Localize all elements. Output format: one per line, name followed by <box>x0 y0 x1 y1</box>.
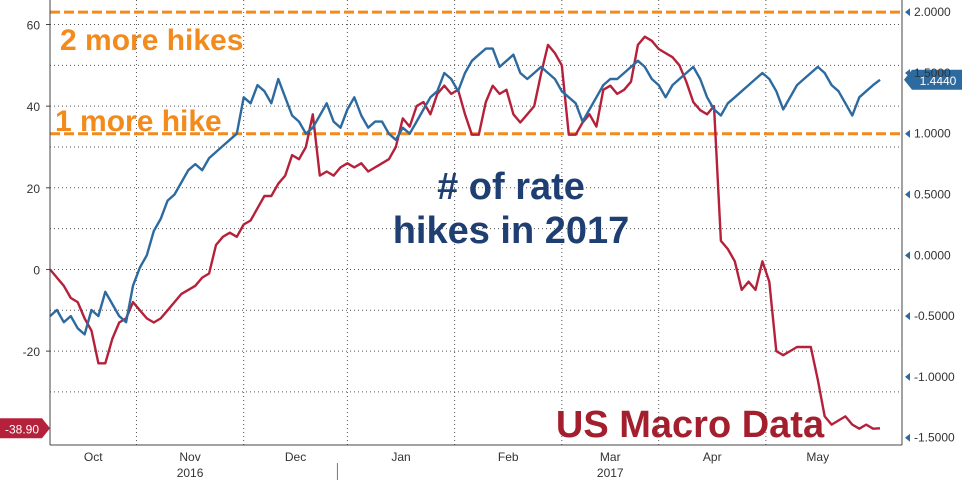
annotation-two-hikes: 2 more hikes <box>60 24 243 57</box>
series-line-2 <box>49 47 881 336</box>
right-tick-label: -1.5000 <box>914 431 955 445</box>
x-tick-label: Oct <box>84 450 103 464</box>
x-tick-label: Nov <box>179 450 200 464</box>
annotation-rate-hikes-line1: # of rate <box>437 166 585 208</box>
right-tick-marker <box>905 129 910 138</box>
right-tick-label: 0.0000 <box>914 248 951 262</box>
right-tick-label: 1.5000 <box>914 66 951 80</box>
right-tick-label: 2.0000 <box>914 5 951 19</box>
right-tick-marker <box>905 251 910 260</box>
right-tick-label: -0.5000 <box>914 309 955 323</box>
axis-layer: 60 40 20 0 -20 2.0000 1.5000 1.0000 0.5000 0.0000… <box>23 0 955 480</box>
last-value-tag-left <box>0 418 50 439</box>
last-value-label-right: 1.4440 <box>920 74 957 88</box>
x-tick-label: Dec <box>285 450 306 464</box>
right-tick-marker <box>905 433 910 442</box>
right-tick-label: -1.0000 <box>914 370 955 384</box>
last-value-tag-right <box>904 69 962 90</box>
right-tick-label: 1.0000 <box>914 127 951 141</box>
left-tick-label: 60 <box>27 18 41 32</box>
annotation-one-hike: 1 more hike <box>55 105 222 138</box>
last-value-label-left: -38.90 <box>5 422 39 436</box>
left-tick-label: -20 <box>23 345 41 359</box>
annotation-rate-hikes-line2: hikes in 2017 <box>393 210 630 252</box>
x-tick-label: Mar <box>600 450 621 464</box>
x-tick-label: Apr <box>703 450 722 464</box>
left-tick-label: 20 <box>27 182 41 196</box>
right-tick-marker <box>905 372 910 381</box>
right-tick-marker <box>905 190 910 199</box>
left-tick-label: 0 <box>33 263 40 277</box>
right-tick-marker <box>905 312 910 321</box>
x-tick-label: Jan <box>391 450 410 464</box>
right-tick-marker <box>905 8 910 17</box>
x-tick-label: Feb <box>498 450 519 464</box>
series-layer: -38.90 1.4440 <box>0 35 962 439</box>
right-tick-marker <box>905 68 910 77</box>
right-tick-label: 0.5000 <box>914 188 951 202</box>
x-year-label: 2017 <box>597 466 624 480</box>
annotation-macro: US Macro Data <box>556 404 825 446</box>
x-tick-label: May <box>806 450 829 464</box>
x-year-label: 2016 <box>177 466 204 480</box>
series-line-1 <box>49 35 881 430</box>
left-tick-label: 40 <box>27 100 41 114</box>
